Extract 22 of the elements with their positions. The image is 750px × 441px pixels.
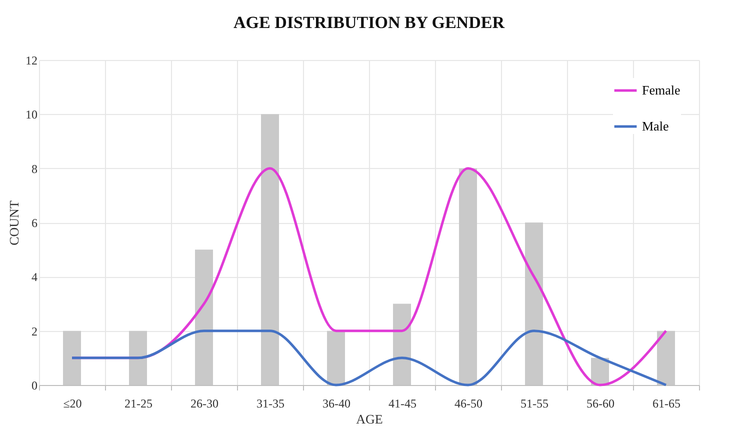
x-tick-label: 56-60 (586, 396, 614, 410)
y-axis-title: COUNT (6, 200, 22, 246)
x-axis-title: AGE (356, 412, 383, 426)
y-tick-label: 6 (32, 216, 38, 230)
y-tick-label: 10 (26, 108, 38, 122)
y-tick-label: 12 (26, 54, 38, 68)
x-tick-label: 51-55 (520, 396, 548, 410)
x-tick-label: 21-25 (124, 396, 152, 410)
legend-label: Female (642, 82, 680, 98)
x-tick-label: 31-35 (256, 396, 284, 410)
x-tick-label: 36-40 (322, 396, 350, 410)
x-tick-label: 61-65 (652, 396, 680, 410)
legend-label: Male (642, 118, 669, 134)
y-tick-label: 0 (32, 378, 38, 392)
y-tick-label: 2 (32, 324, 38, 338)
x-tick-label: 46-50 (454, 396, 482, 410)
x-tick-label: ≤20 (63, 396, 82, 410)
x-tick-label: 41-45 (388, 396, 416, 410)
y-tick-label: 4 (32, 270, 38, 284)
y-tick-label: 8 (32, 162, 38, 176)
chart-title: AGE DISTRIBUTION BY GENDER (234, 13, 506, 32)
x-tick-label: 26-30 (190, 396, 218, 410)
